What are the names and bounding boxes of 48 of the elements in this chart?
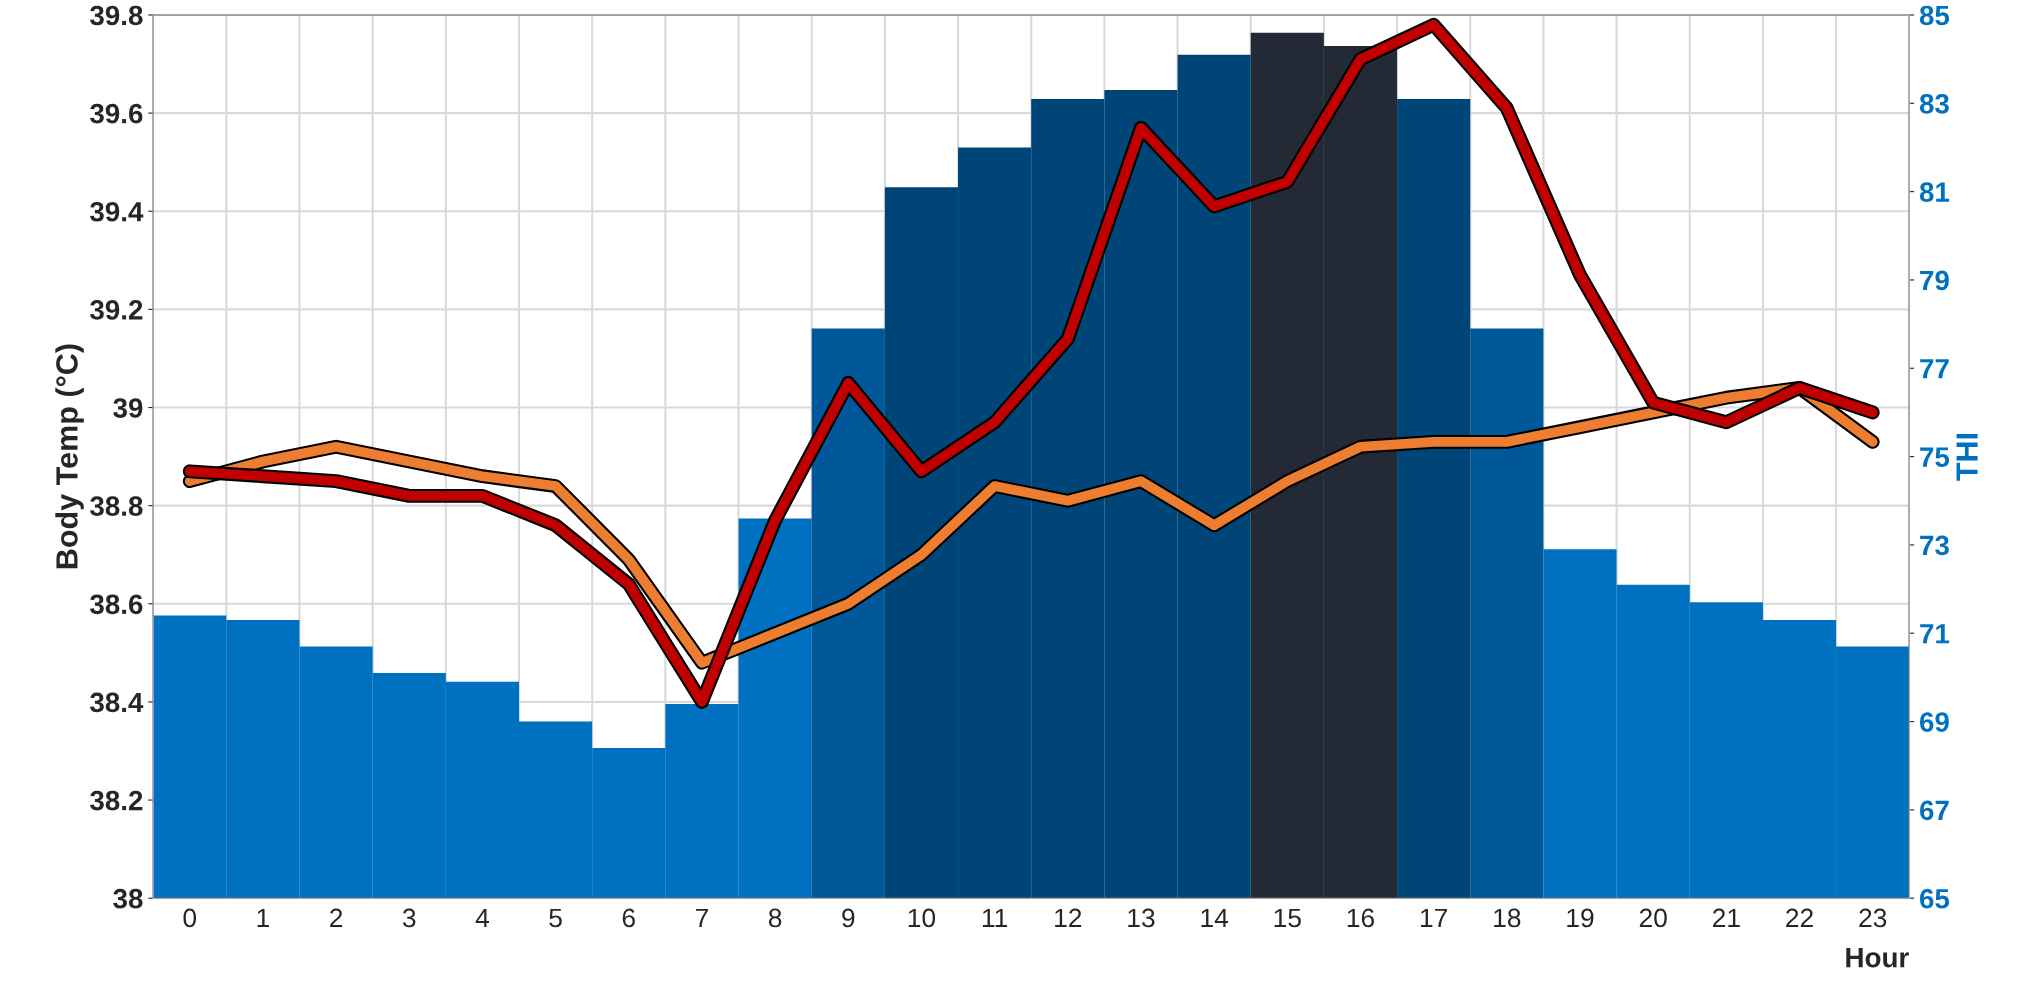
x-tick-label: 12 [1055,908,1082,928]
y2-tick-label: 67 [1920,800,1949,821]
y-axis-title: Body Temp (°C) [55,344,84,569]
y-tick-label: 38.6 [90,594,143,615]
y-tick-label: 39 [113,398,143,418]
x-tick-label: 2 [330,908,343,928]
x-tick-label: 5 [549,908,562,928]
y-tick-label: 38 [113,888,143,909]
y-tick-label: 39.2 [90,300,143,320]
y-tick-label: 39.4 [90,201,144,222]
y2-tick-label: 83 [1919,93,1949,114]
x-tick-label: 3 [402,908,416,928]
x-tick-label: 1 [257,908,269,928]
y2-tick-label: 69 [1920,712,1949,732]
x-tick-label: 23 [1859,908,1887,928]
x-axis-title: Hour [1846,948,1909,968]
x-tick-label: 19 [1567,908,1594,928]
y2-tick-label: 71 [1920,624,1950,644]
x-tick-label: 4 [475,908,489,928]
y2-tick-label: 73 [1920,535,1949,556]
y2-tick-label: 79 [1920,270,1949,291]
y2-tick-label: 85 [1919,5,1950,26]
x-tick-label: 0 [183,908,197,928]
x-tick-label: 21 [1712,908,1740,928]
x-tick-label: 14 [1201,908,1229,928]
x-tick-label: 20 [1639,908,1667,928]
y-tick-label: 39.8 [90,5,143,26]
y2-axis-title: THI [1956,434,1978,481]
x-tick-label: 7 [695,908,708,928]
x-tick-label: 10 [908,908,936,928]
x-tick-label: 8 [768,908,782,928]
x-tick-label: 6 [622,908,635,928]
x-tick-label: 11 [982,908,1008,928]
y-tick-label: 38.4 [90,692,144,713]
y-tick-label: 38.2 [90,790,143,811]
y2-tick-label: 77 [1920,359,1949,379]
y-tick-label: 38.8 [90,496,143,517]
x-tick-label: 16 [1347,908,1374,928]
y-tick-label: 39.6 [90,103,143,124]
x-tick-label: 15 [1274,908,1301,928]
x-tick-label: 18 [1494,908,1521,928]
x-tick-label: 22 [1786,908,1813,928]
y2-tick-label: 65 [1920,888,1950,909]
y2-tick-label: 75 [1920,447,1950,467]
x-tick-label: 13 [1128,908,1155,928]
x-tick-label: 17 [1420,908,1448,928]
x-tick-label: 9 [842,908,855,928]
y2-tick-label: 81 [1919,182,1950,202]
